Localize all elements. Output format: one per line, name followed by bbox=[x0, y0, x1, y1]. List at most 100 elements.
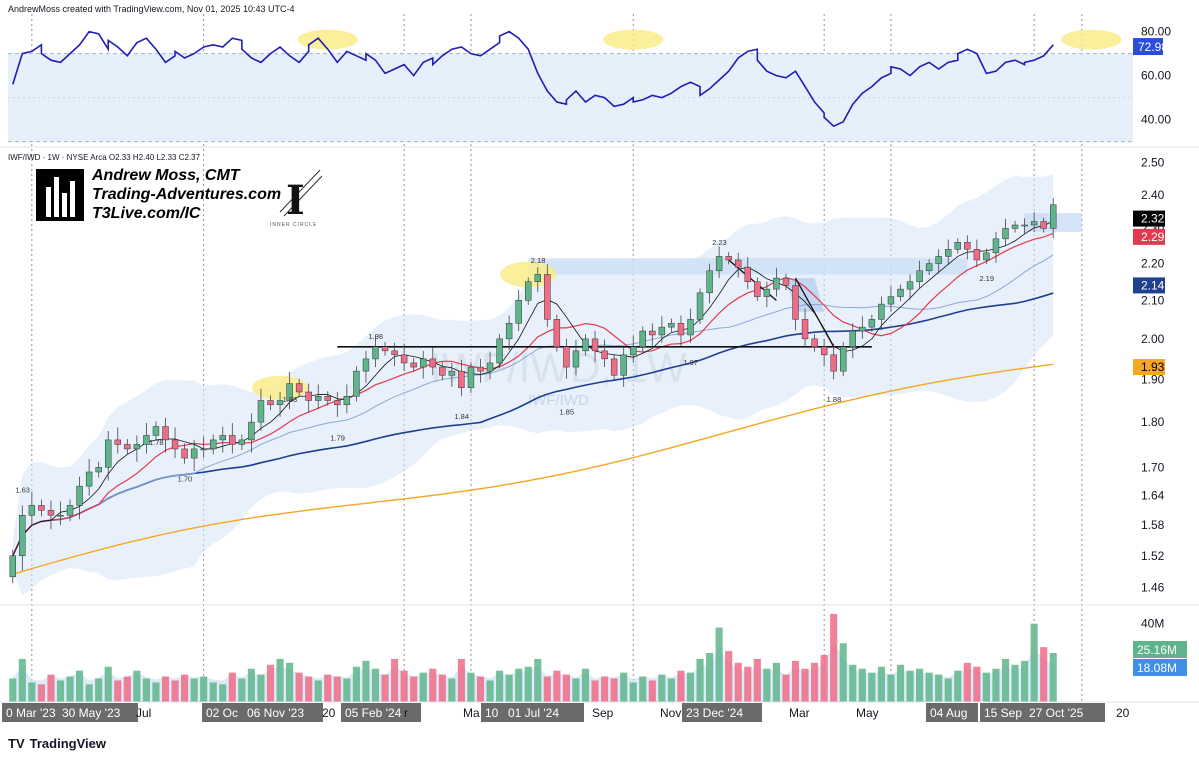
volume-bar-97 bbox=[935, 674, 943, 702]
time-tag-18 bbox=[1025, 703, 1105, 722]
tradingview-logo[interactable]: TV TradingView bbox=[8, 736, 106, 751]
candle-89 bbox=[859, 326, 866, 332]
candle-33 bbox=[324, 395, 331, 401]
price-tick-0: 1.46 bbox=[1141, 581, 1165, 595]
volume-bar-12 bbox=[123, 676, 131, 702]
time-tag-4 bbox=[243, 703, 323, 722]
candle-8 bbox=[85, 471, 93, 487]
time-label-7: r bbox=[404, 706, 408, 720]
volume-bar-84 bbox=[811, 662, 819, 702]
candle-75 bbox=[725, 256, 732, 261]
volume-bar-64 bbox=[620, 672, 628, 702]
volume-bar-73 bbox=[706, 653, 714, 702]
candle-17 bbox=[171, 439, 179, 450]
time-tag-0 bbox=[2, 703, 75, 722]
volume-bar-53 bbox=[515, 668, 523, 702]
candle-26 bbox=[257, 400, 265, 423]
volume-bar-17 bbox=[171, 680, 179, 702]
volume-bar-62 bbox=[601, 676, 609, 702]
volume-bar-45 bbox=[438, 674, 446, 702]
price-tag-label-2: 2.14 bbox=[1141, 278, 1165, 292]
time-tag-16 bbox=[926, 703, 978, 722]
candle-31 bbox=[305, 391, 312, 401]
volume-bar-63 bbox=[610, 678, 618, 702]
rsi-pane[interactable] bbox=[0, 29, 1199, 148]
volume-bar-49 bbox=[476, 676, 485, 702]
candle-74 bbox=[715, 256, 723, 272]
candle-19 bbox=[190, 448, 198, 459]
price-annotation-6: 1.84 bbox=[454, 412, 469, 421]
candle-6 bbox=[66, 505, 74, 516]
volume-pane[interactable] bbox=[9, 613, 1057, 702]
volume-bar-67 bbox=[648, 680, 656, 702]
volume-bar-71 bbox=[686, 672, 695, 702]
volume-bar-91 bbox=[877, 666, 885, 702]
volume-bar-35 bbox=[343, 678, 351, 702]
candle-77 bbox=[744, 266, 751, 282]
volume-bar-68 bbox=[658, 674, 666, 702]
price-tick-9: 2.20 bbox=[1141, 257, 1165, 271]
volume-tag-label-1: 18.08M bbox=[1137, 661, 1177, 675]
volume-bar-4 bbox=[47, 674, 55, 702]
volume-bar-74 bbox=[715, 627, 723, 702]
branding-text: Andrew Moss, CMT Trading-Adventures.com … bbox=[92, 166, 281, 223]
price-annotation-3: 1.88 bbox=[283, 395, 298, 404]
price-tick-2: 1.58 bbox=[1141, 518, 1165, 532]
volume-bar-19 bbox=[190, 678, 198, 702]
price-annotation-1: 1.78 bbox=[149, 438, 164, 447]
author-branding: Andrew Moss, CMT Trading-Adventures.com … bbox=[36, 166, 281, 223]
footer-bar bbox=[0, 726, 1199, 759]
time-axis[interactable]: 0 Mar '23 30 May '23 Jul 02 Oc 06 Nov '23 20 0… bbox=[0, 701, 1199, 722]
volume-tag-0 bbox=[1133, 641, 1187, 658]
volume-bar-65 bbox=[629, 682, 637, 702]
candle-48 bbox=[467, 366, 475, 389]
price-tag-1 bbox=[1133, 228, 1165, 245]
candle-73 bbox=[706, 270, 713, 294]
price-tag-3 bbox=[1133, 359, 1165, 376]
price-annotation-4: 1.79 bbox=[330, 434, 345, 443]
ma-orange-line bbox=[12, 363, 1054, 575]
volume-bar-60 bbox=[581, 668, 590, 702]
price-pane[interactable]: IWF/IWD, 1WIWF/IWD1.631.781.701.881.791.… bbox=[0, 173, 1199, 606]
candle-16 bbox=[162, 426, 169, 441]
time-label-1: 30 May '23 bbox=[62, 706, 121, 720]
candle-51 bbox=[496, 338, 503, 364]
candle-84 bbox=[811, 338, 818, 348]
volume-bar-51 bbox=[496, 670, 504, 702]
candle-62 bbox=[601, 350, 608, 360]
price-tick-1: 1.52 bbox=[1141, 549, 1165, 563]
volume-bar-11 bbox=[114, 680, 122, 702]
rsi-band bbox=[8, 53, 1133, 142]
volume-bar-96 bbox=[925, 672, 933, 702]
rsi-line bbox=[12, 30, 1054, 128]
volume-bar-86 bbox=[830, 613, 838, 702]
volume-bar-89 bbox=[858, 668, 866, 702]
candle-27 bbox=[267, 400, 274, 406]
candle-71 bbox=[687, 319, 694, 336]
candle-87 bbox=[840, 346, 847, 372]
price-annotation-11: 1.88 bbox=[827, 395, 842, 404]
volume-bar-56 bbox=[543, 676, 551, 702]
candle-57 bbox=[553, 319, 561, 348]
price-annotation-5: 1.98 bbox=[369, 332, 384, 341]
volume-bar-57 bbox=[553, 670, 561, 702]
volume-bar-0 bbox=[9, 678, 17, 702]
inner-circle-caption: INNER CIRCLE bbox=[270, 222, 318, 228]
volume-bar-25 bbox=[247, 668, 255, 702]
symbol-legend[interactable]: IWF/IWD · 1W · NYSE Arca O2.33 H2.40 L2.… bbox=[8, 153, 201, 162]
price-annotation-2: 1.70 bbox=[178, 474, 193, 483]
candle-37 bbox=[362, 358, 370, 372]
candle-90 bbox=[868, 319, 876, 328]
volume-bar-40 bbox=[391, 658, 399, 702]
candle-41 bbox=[400, 354, 408, 364]
volume-bar-106 bbox=[1021, 660, 1029, 702]
time-label-3: 02 Oc bbox=[206, 706, 238, 720]
candle-58 bbox=[563, 346, 570, 368]
candle-53 bbox=[515, 300, 522, 324]
volume-bar-92 bbox=[887, 674, 895, 702]
candle-83 bbox=[801, 319, 809, 340]
price-tag-label-1: 2.29 bbox=[1141, 230, 1165, 244]
rsi-tick-2: 80.00 bbox=[1141, 25, 1171, 39]
time-label-5: 20 bbox=[322, 706, 336, 720]
